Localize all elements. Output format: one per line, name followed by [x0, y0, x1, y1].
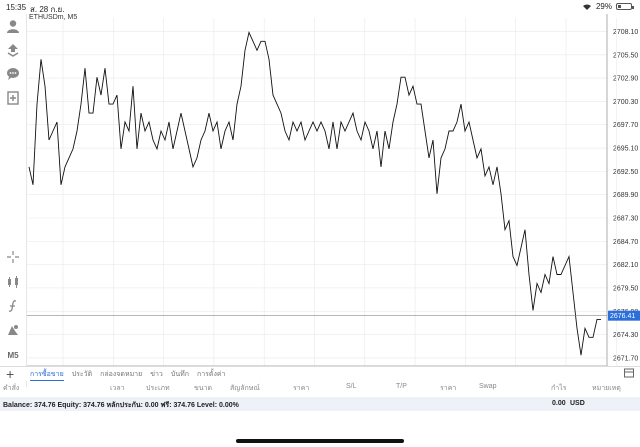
trade-arrows-icon[interactable]: [5, 42, 21, 58]
battery-percent: 29%: [595, 2, 612, 11]
column-header-1: เวลา: [110, 385, 125, 392]
battery-icon: [616, 3, 634, 10]
column-header-3: ขนาด: [194, 385, 213, 392]
y-tick-label: 2702.90: [613, 76, 638, 83]
function-icon[interactable]: [5, 298, 21, 314]
column-header-11: หมายเหตุ: [592, 385, 621, 392]
column-header-0: คำสั่ง: [3, 385, 20, 392]
y-tick-label: 2674.30: [613, 332, 638, 339]
tab-0[interactable]: การซื้อขาย: [30, 369, 64, 381]
y-tick-label: 2687.30: [613, 216, 638, 223]
tab-5[interactable]: การตั้งค่า: [196, 371, 226, 378]
crosshair-icon[interactable]: [5, 249, 21, 265]
y-tick-label: 2682.10: [613, 262, 638, 269]
total-profit: 0.00: [552, 400, 566, 407]
objects-icon[interactable]: [5, 322, 21, 338]
tab-2[interactable]: กล่องจดหมาย: [100, 371, 143, 378]
tab-1[interactable]: ประวัติ: [71, 371, 93, 378]
y-tick-label: 2700.30: [613, 99, 638, 106]
profit-currency: USD: [570, 400, 585, 407]
y-tick-label: 2692.50: [613, 169, 638, 176]
tab-3[interactable]: ข่าว: [150, 371, 163, 378]
balance-text: Balance: 374.76 Equity: 374.76 หลักประกั…: [3, 402, 239, 409]
y-tick-label: 2684.70: [613, 239, 638, 246]
column-header-2: ประเภท: [146, 385, 170, 392]
battery-fill: [618, 5, 622, 8]
left-toolbar: M5: [0, 14, 27, 387]
indicators-icon[interactable]: [5, 274, 21, 290]
trade-table-header: คำสั่ง เวลา ประเภท ขนาด สัญลักษณ์ ราคา S/L T/P ร…: [0, 383, 640, 395]
status-bar: 15:35 ส. 28 ก.ย. 29%: [0, 0, 640, 14]
home-indicator[interactable]: [236, 439, 404, 443]
status-time: 15:35: [6, 3, 27, 12]
chart-symbol-label: ETHUSDm, M5: [29, 14, 78, 21]
current-price-label: 2676.41: [610, 313, 635, 320]
column-header-6: S/L: [346, 383, 357, 390]
column-header-10: กำไร: [551, 385, 567, 392]
add-icon[interactable]: +: [6, 366, 15, 382]
bottom-tab-bar: + การซื้อขาย ประวัติ กล่องจดหมาย ข่าว บันทึก…: [0, 366, 640, 382]
y-tick-label: 2697.70: [613, 122, 638, 129]
panel-toggle-icon[interactable]: [624, 368, 634, 378]
balance-row: Balance: 374.76 Equity: 374.76 หลักประกั…: [0, 397, 640, 411]
y-tick-label: 2708.10: [613, 29, 638, 36]
chart-svg: 2708.10 2705.50 2702.90 2700.30 2697.70 2695.…: [27, 14, 640, 379]
chat-icon[interactable]: [5, 66, 21, 82]
column-header-5: ราคา: [293, 385, 310, 392]
column-header-9: Swap: [479, 383, 497, 390]
y-tick-label: 2679.50: [613, 285, 638, 292]
y-tick-label: 2705.50: [613, 52, 638, 59]
wifi-icon: [582, 4, 591, 10]
account-icon[interactable]: [5, 18, 21, 34]
new-document-icon[interactable]: [5, 90, 21, 106]
timeframe-button[interactable]: M5: [7, 350, 19, 360]
status-date: ส. 28 ก.ย.: [30, 5, 65, 14]
status-right: 29%: [582, 2, 634, 11]
column-header-4: สัญลักษณ์: [230, 385, 260, 392]
price-chart[interactable]: 2708.10 2705.50 2702.90 2700.30 2697.70 2695.…: [27, 14, 640, 387]
column-header-7: T/P: [396, 383, 407, 390]
y-tick-label: 2671.70: [613, 355, 638, 362]
column-header-8: ราคา: [440, 385, 457, 392]
bottom-tabs: การซื้อขาย ประวัติ กล่องจดหมาย ข่าว บันทึก กา…: [30, 369, 225, 381]
y-tick-label: 2695.10: [613, 146, 638, 153]
tab-4[interactable]: บันทึก: [170, 371, 189, 378]
y-tick-label: 2689.90: [613, 192, 638, 199]
current-price-badge: [608, 310, 640, 321]
price-line: [28, 30, 601, 356]
